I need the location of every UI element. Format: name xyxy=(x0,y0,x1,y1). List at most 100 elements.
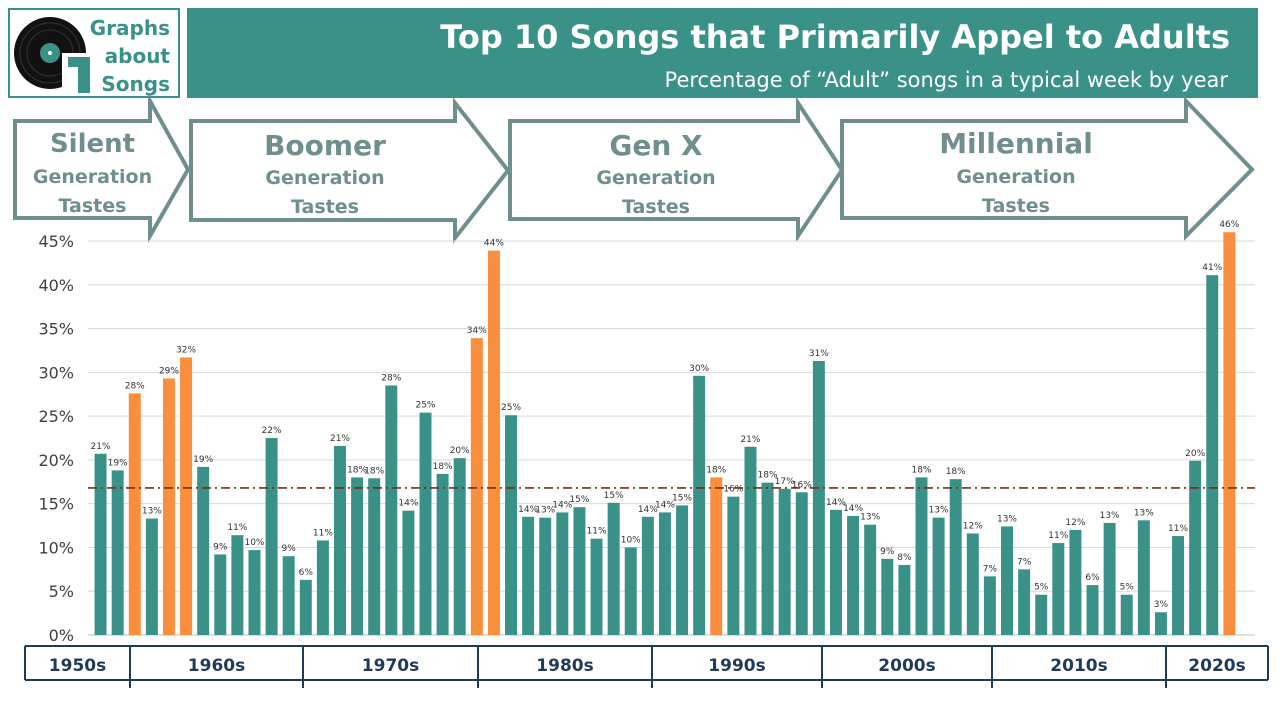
logo: Graphs about Songs xyxy=(8,8,180,98)
bar-1964 xyxy=(248,550,261,635)
generation-name: Boomer xyxy=(264,129,386,162)
bar-1970 xyxy=(351,477,364,635)
data-label-2006: 12% xyxy=(963,521,983,531)
generation-tastes: Tastes xyxy=(291,196,359,218)
y-tick-label: 45% xyxy=(38,232,74,251)
generation-label: Generation xyxy=(596,167,715,189)
data-label-1980: 14% xyxy=(518,505,538,515)
generation-name: Silent xyxy=(50,129,135,159)
bar-1960 xyxy=(180,357,193,635)
bar-1990 xyxy=(693,375,706,635)
decade-label: 2020s xyxy=(1188,656,1245,676)
bar-2009 xyxy=(1018,569,1031,635)
data-label-1962: 9% xyxy=(213,542,228,552)
data-label-2011: 11% xyxy=(1048,531,1068,541)
y-tick-label: 15% xyxy=(38,495,74,514)
bar-1987 xyxy=(641,516,654,635)
bar-1967 xyxy=(299,579,312,635)
data-label-1982: 14% xyxy=(552,500,572,510)
bar-1959 xyxy=(162,378,175,635)
chart-subtitle: Percentage of “Adult” songs in a typical… xyxy=(664,68,1228,92)
bar-1979 xyxy=(505,415,518,635)
decade-axis: 1950s 1960s 1970s 1980s 1990s 2000s 2010s 2020s xyxy=(24,645,1269,688)
data-label-1998: 14% xyxy=(826,498,846,508)
bar-2003 xyxy=(915,477,928,635)
data-label-1965: 22% xyxy=(262,426,282,436)
generation-label: Generation xyxy=(33,166,152,188)
data-label-2007: 7% xyxy=(983,564,998,574)
data-label-1973: 14% xyxy=(398,499,418,509)
bar-2002 xyxy=(898,564,911,635)
bar-1977 xyxy=(470,338,483,635)
bar-2007 xyxy=(983,576,996,635)
y-tick-label: 5% xyxy=(49,582,74,601)
y-tick-label: 20% xyxy=(38,451,74,470)
data-label-1968: 11% xyxy=(313,528,333,538)
bar-2012 xyxy=(1069,529,1082,635)
logo-line-1: Graphs xyxy=(89,16,170,40)
data-label-2009: 7% xyxy=(1017,557,1032,567)
bar-2008 xyxy=(1001,526,1013,635)
data-label-1997: 31% xyxy=(809,349,829,359)
data-label-1979: 25% xyxy=(501,403,521,413)
data-label-1966: 9% xyxy=(282,544,297,554)
generation-tastes: Tastes xyxy=(59,195,127,217)
data-label-1988: 14% xyxy=(655,500,675,510)
y-tick-label: 0% xyxy=(49,626,74,645)
bar-1965 xyxy=(265,438,278,635)
bar-1986 xyxy=(624,547,637,635)
bar-1963 xyxy=(231,535,244,635)
bar-2016 xyxy=(1137,520,1150,635)
bar-1994 xyxy=(761,482,774,635)
bar-1978 xyxy=(487,250,500,635)
generation-arrow-3 xyxy=(840,96,1255,241)
y-tick-label: 10% xyxy=(38,538,74,557)
bar-1993 xyxy=(744,446,757,635)
bar-2006 xyxy=(966,533,979,635)
data-label-2013: 6% xyxy=(1085,573,1100,583)
data-label-2001: 9% xyxy=(880,547,895,557)
bars: 21% 19% 28% 13% 29% 32% 19% 9% 11% 10% 22% 9% 6% 11% 2… xyxy=(91,220,1240,635)
decade-label: 1970s xyxy=(362,656,419,676)
y-tick-label: 40% xyxy=(38,276,74,295)
data-label-1986: 10% xyxy=(621,535,641,545)
logo-text: Graphs about Songs xyxy=(90,14,170,98)
bar-1975 xyxy=(436,473,449,635)
data-label-1984: 11% xyxy=(587,527,607,537)
bar-1972 xyxy=(385,385,398,635)
data-label-1983: 15% xyxy=(569,495,589,505)
bar-1962 xyxy=(214,554,227,635)
bar-2015 xyxy=(1120,594,1133,635)
bar-1955 xyxy=(94,453,107,635)
data-label-2008: 13% xyxy=(997,514,1017,524)
bar-1980 xyxy=(522,516,535,635)
data-label-2004: 13% xyxy=(929,506,949,516)
data-label-1971: 18% xyxy=(364,466,384,476)
logo-line-2: about xyxy=(104,44,170,68)
data-label-1970: 18% xyxy=(347,465,367,475)
bar-1957 xyxy=(128,393,141,635)
data-label-1993: 21% xyxy=(740,435,760,445)
bar-2005 xyxy=(949,479,962,635)
bar-1966 xyxy=(282,556,295,635)
generation-arrow-2 xyxy=(508,96,845,243)
y-tick-label: 35% xyxy=(38,320,74,339)
data-label-1978: 44% xyxy=(484,239,504,249)
bar-1999 xyxy=(847,515,860,635)
bar-2001 xyxy=(881,558,894,635)
generation-label: Generation xyxy=(956,166,1075,188)
data-label-1955: 21% xyxy=(91,442,111,452)
bar-1956 xyxy=(111,470,124,635)
bar-2017 xyxy=(1154,612,1167,635)
data-label-1996: 16% xyxy=(792,480,812,490)
data-label-2021: 46% xyxy=(1219,220,1239,230)
generation-label: Generation xyxy=(265,167,384,189)
data-label-2005: 18% xyxy=(946,467,966,477)
data-label-1994: 18% xyxy=(758,471,778,481)
data-label-1985: 15% xyxy=(604,491,624,501)
bar-1989 xyxy=(676,505,689,635)
bar-2004 xyxy=(932,517,945,635)
bar-1968 xyxy=(316,540,329,635)
data-label-1959: 29% xyxy=(159,366,179,376)
